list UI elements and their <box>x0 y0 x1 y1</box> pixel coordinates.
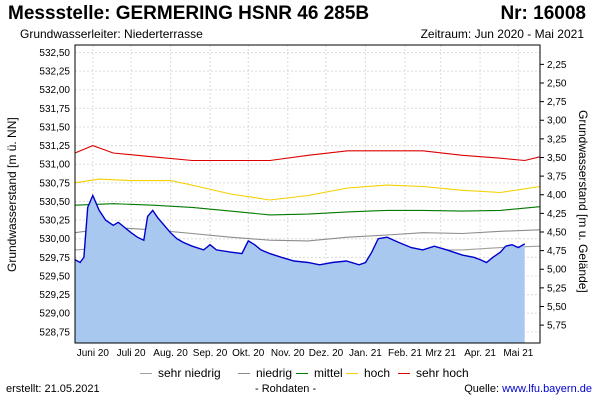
y-tick-label-right: 5,25 <box>547 283 567 294</box>
raw-data-note: - Rohdaten - <box>255 383 317 395</box>
x-tick-label: Mai 21 <box>503 348 533 359</box>
legend-label: sehr niedrig <box>158 366 221 380</box>
aquifer-label: Grundwasserleiter: Niederterrasse <box>20 27 203 41</box>
source-label: Quelle: <box>464 383 500 395</box>
y-tick-label-right: 2,50 <box>547 78 567 89</box>
legend-item-mittel: mittel <box>296 366 343 380</box>
measured-line <box>74 193 526 266</box>
x-tick-label: Juli 20 <box>117 348 146 359</box>
series-line-sehr-hoch <box>74 145 541 162</box>
x-tick-label: Jan. 21 <box>349 348 382 359</box>
measured-area <box>75 195 525 343</box>
legend-item-niedrig: niedrig <box>238 366 292 380</box>
legend-label: hoch <box>364 366 391 380</box>
y-tick-label-left: 529,25 <box>39 290 70 301</box>
y-tick-label-right: 4,00 <box>547 190 567 201</box>
x-tick-label: Juni 20 <box>77 348 110 359</box>
x-tick-label: Feb. 21 <box>388 348 422 359</box>
y-tick-label-right: 5,00 <box>547 265 567 276</box>
y-tick-label-left: 529,50 <box>39 271 70 282</box>
legend-item-sehr-niedrig: sehr niedrig <box>140 366 221 380</box>
y-tick-label-right: 3,25 <box>547 134 567 145</box>
plot-frame <box>74 44 541 344</box>
y-tick-label-left: 530,50 <box>39 197 70 208</box>
chart-title: Messstelle: GERMERING HSNR 46 285B <box>8 3 370 24</box>
x-tick-label: Nov. 20 <box>271 348 305 359</box>
legend-label: niedrig <box>256 366 293 380</box>
series-line-mittel <box>74 203 541 216</box>
y-tick-label-left: 530,75 <box>39 178 70 189</box>
y-tick-label-left: 528,75 <box>39 327 70 338</box>
legend-swatch <box>346 373 358 375</box>
legend-item-sehr-hoch: sehr hoch <box>398 366 469 380</box>
x-tick-label: Aug. 20 <box>153 348 188 359</box>
legend-swatch <box>140 373 152 375</box>
y-tick-label-left: 530,25 <box>39 216 70 227</box>
legend-label: mittel <box>314 366 343 380</box>
y-tick-label-left: 531,50 <box>39 122 70 133</box>
y-tick-label-left: 532,50 <box>39 48 70 59</box>
y-tick-label-left: 531,25 <box>39 141 70 152</box>
y-tick-label-left: 531,75 <box>39 104 70 115</box>
y-tick-label-left: 530,00 <box>39 234 70 245</box>
y-tick-label-right: 4,25 <box>547 209 567 220</box>
created-date: erstellt: 21.05.2021 <box>6 383 100 395</box>
y-tick-label-right: 4,50 <box>547 227 567 238</box>
legend-item-hoch: hoch <box>346 366 390 380</box>
y-tick-label-left: 529,00 <box>39 309 70 320</box>
legend-swatch <box>238 373 250 375</box>
series-line-hoch <box>74 178 541 201</box>
y-tick-label-right: 3,50 <box>547 153 567 164</box>
y-tick-label-right: 2,75 <box>547 97 567 108</box>
legend: sehr niedrig niedrig mittel hoch sehr hoch <box>0 366 600 380</box>
y-tick-label-right: 3,75 <box>547 172 567 183</box>
y-tick-label-right: 5,50 <box>547 302 567 313</box>
y-tick-label-right: 4,75 <box>547 246 567 257</box>
y-tick-label-right: 2,25 <box>547 60 567 71</box>
period-label: Zeitraum: Jun 2020 - Mai 2021 <box>420 27 584 41</box>
y-tick-label-right: 3,00 <box>547 116 567 127</box>
y-tick-label-left: 532,00 <box>39 85 70 96</box>
legend-label: sehr hoch <box>416 366 469 380</box>
x-tick-label: Okt. 20 <box>232 348 265 359</box>
y-tick-label-left: 532,25 <box>39 67 70 78</box>
legend-swatch <box>398 373 410 375</box>
station-number: Nr: 16008 <box>500 3 586 24</box>
source-link[interactable]: www.lfu.bayern.de <box>502 383 592 395</box>
legend-swatch <box>296 373 308 375</box>
y-tick-label-left: 529,75 <box>39 253 70 264</box>
x-tick-label: Mrz 21 <box>425 348 456 359</box>
source-note: Quelle: www.lfu.bayern.de <box>464 383 592 395</box>
x-tick-label: Sep. 20 <box>193 348 228 359</box>
x-tick-label: Apr. 21 <box>464 348 496 359</box>
y-tick-label-left: 531,00 <box>39 160 70 171</box>
y-tick-label-right: 5,75 <box>547 321 567 332</box>
x-tick-label: Dez. 20 <box>309 348 344 359</box>
